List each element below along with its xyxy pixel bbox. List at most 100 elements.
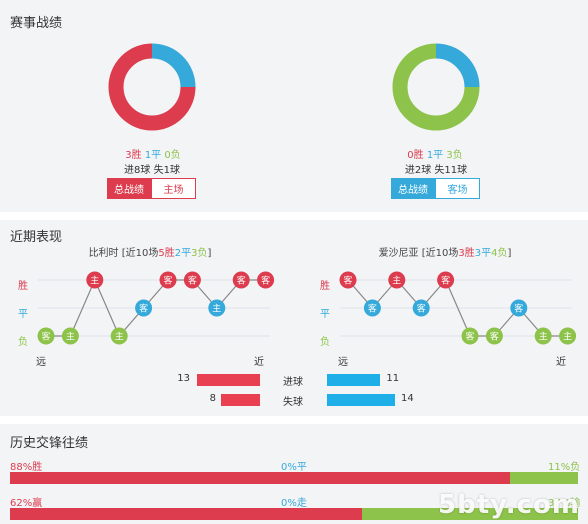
right-y-win: 胜: [320, 281, 330, 292]
right-y-loss: 负: [320, 337, 330, 348]
right-recent-suffix: ]: [507, 248, 512, 259]
form-point-label: 客: [417, 303, 426, 315]
form-point: [135, 299, 153, 317]
form-point: [110, 327, 128, 345]
h2h-handicap-push-label: 0%走: [281, 498, 307, 509]
right-goals-value: 11: [386, 373, 400, 384]
record-title: 赛事战绩: [10, 16, 63, 31]
left-tab-home[interactable]: 主场: [151, 178, 196, 199]
form-point: [388, 271, 406, 289]
h2h-draw-label: 0%平: [281, 462, 307, 473]
form-point: [363, 299, 381, 317]
form-point-label: 客: [441, 275, 450, 287]
left-draw: 1平: [144, 150, 162, 161]
left-x-near: 近: [254, 357, 264, 368]
form-point: [86, 271, 104, 289]
donut-slice-d: [435, 43, 480, 88]
left-form-chart: 客主主主客客 客主客客: [37, 271, 275, 345]
recent-section: 近期表现 比利时 [近10场5胜2平3负] 爱沙尼亚 [近10场3胜3平4负] …: [0, 220, 588, 416]
form-point: [61, 327, 79, 345]
recent-title: 近期表现: [10, 230, 63, 245]
form-point-label: 主: [392, 275, 401, 287]
form-point: [485, 327, 503, 345]
right-tab-away[interactable]: 客场: [435, 178, 480, 199]
h2h-handicap-loss-bar: [362, 508, 578, 520]
right-wdl: 0胜 1平 3负: [400, 146, 470, 161]
h2h-win-label: 88%胜: [10, 462, 43, 473]
right-recent-d: 3平: [474, 248, 492, 259]
h2h-loss-label: 11%负: [548, 462, 581, 473]
form-line: [46, 278, 266, 338]
form-point-label: 主: [563, 331, 572, 343]
form-point: [461, 327, 479, 345]
left-team-name: 比利时: [88, 248, 119, 259]
form-point-label: 客: [343, 275, 352, 287]
form-point-label: 客: [237, 275, 246, 287]
left-recent-suffix: ]: [207, 248, 212, 259]
right-draw: 1平: [426, 150, 444, 161]
left-loss: 0负: [164, 150, 181, 161]
form-line: [347, 278, 568, 337]
right-y-draw: 平: [320, 309, 330, 320]
form-point-label: 主: [90, 275, 99, 287]
goals-label: 进球: [283, 377, 303, 388]
right-team-name: 爱沙尼亚: [378, 248, 419, 259]
left-goals-against: 失1球: [153, 165, 180, 176]
right-recent-header: 爱沙尼亚 [近10场3胜3平4负]: [370, 244, 520, 259]
right-goals-bar: [327, 374, 381, 386]
right-conceded-value: 14: [401, 393, 414, 404]
form-point-label: 客: [514, 303, 523, 315]
left-tab-total[interactable]: 总战绩: [107, 178, 151, 199]
form-point-label: 客: [163, 275, 172, 287]
left-goals: 进8球 失1球: [112, 161, 192, 176]
donut-slice-l: [392, 43, 480, 131]
h2h-section: 历史交锋往绩 88%胜 0%平 11%负 62%赢 0%走 37%输 5bty.…: [0, 424, 588, 524]
right-goals-for: 进2球: [404, 165, 432, 176]
right-tab-total[interactable]: 总战绩: [391, 178, 435, 199]
left-recent-w: 5胜: [158, 248, 175, 259]
form-point: [437, 271, 455, 289]
record-section: 赛事战绩 3胜 1平 0负 进8球 失1球 总战绩 主场 0胜 1平 3负 进2…: [0, 0, 588, 212]
form-point-label: 客: [490, 331, 499, 343]
form-point: [257, 271, 275, 289]
right-x-far: 远: [338, 357, 348, 368]
h2h-win-bar: [10, 472, 510, 484]
left-recent-l: 3负: [191, 248, 208, 259]
right-x-near: 近: [556, 357, 566, 368]
right-conceded-bar: [327, 394, 395, 406]
form-point-label: 客: [41, 331, 50, 343]
right-recent-prefix: [近10场: [421, 248, 459, 259]
form-point: [159, 271, 177, 289]
right-donut: [392, 43, 480, 131]
h2h-loss-bar: [509, 472, 578, 484]
left-conceded-bar: [221, 394, 260, 406]
watermark: 5bty.com: [438, 490, 580, 520]
right-form-chart: 客客主客客客 客客主主: [339, 271, 577, 345]
form-point-label: 主: [539, 331, 548, 343]
form-point: [412, 299, 430, 317]
right-win: 0胜: [407, 150, 424, 161]
right-loss: 3负: [446, 150, 463, 161]
right-recent-l: 4负: [491, 248, 508, 259]
form-point: [37, 327, 55, 345]
left-donut: [108, 43, 196, 131]
donut-slice-d: [151, 43, 196, 88]
left-y-loss: 负: [18, 337, 28, 348]
donut-slice-w: [108, 43, 196, 131]
form-point-label: 客: [368, 303, 377, 315]
form-point-label: 主: [212, 303, 221, 315]
form-point-label: 客: [465, 331, 474, 343]
left-recent-prefix: [近10场: [121, 248, 159, 259]
form-point: [208, 299, 226, 317]
left-recent-header: 比利时 [近10场5胜2平3负]: [80, 244, 220, 259]
h2h-handicap-loss-label: 37%输: [548, 498, 581, 509]
form-point: [232, 271, 250, 289]
left-y-draw: 平: [18, 309, 28, 320]
form-point: [559, 327, 577, 345]
form-point-label: 主: [115, 331, 124, 343]
conceded-label: 失球: [283, 397, 303, 408]
left-y-win: 胜: [18, 281, 28, 292]
form-point: [183, 271, 201, 289]
left-goals-for: 进8球: [124, 165, 151, 176]
left-recent-d: 2平: [174, 248, 192, 259]
